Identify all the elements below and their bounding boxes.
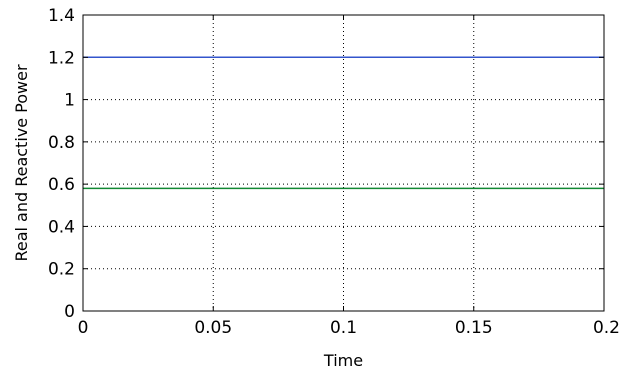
y-tick-label: 1.2 [48, 48, 75, 68]
x-tick-label: 0.15 [455, 318, 493, 338]
y-tick-label: 0.6 [48, 175, 75, 195]
y-tick-label: 0.4 [48, 217, 75, 237]
series-lines [83, 56, 604, 190]
y-tick-label: 1.4 [48, 6, 75, 26]
y-tick-label: 0.2 [48, 260, 75, 280]
y-tick-labels: 0 0.2 0.4 0.6 0.8 1 1.2 1.4 [48, 6, 75, 322]
y-axis-label: Real and Reactive Power [12, 64, 31, 262]
y-tick-label: 0 [64, 302, 75, 322]
x-tick-label: 0.1 [330, 318, 357, 338]
x-tick-label: 0.05 [194, 318, 232, 338]
x-tick-labels: 0 0.05 0.1 0.15 0.2 [78, 318, 620, 338]
tick-marks [82, 14, 605, 312]
x-tick-label: 0.2 [593, 318, 620, 338]
grid-lines [83, 15, 604, 311]
y-tick-label: 1 [64, 91, 75, 111]
y-tick-label: 0.8 [48, 133, 75, 153]
x-tick-label: 0 [78, 318, 89, 338]
x-axis-label: Time [323, 351, 363, 370]
